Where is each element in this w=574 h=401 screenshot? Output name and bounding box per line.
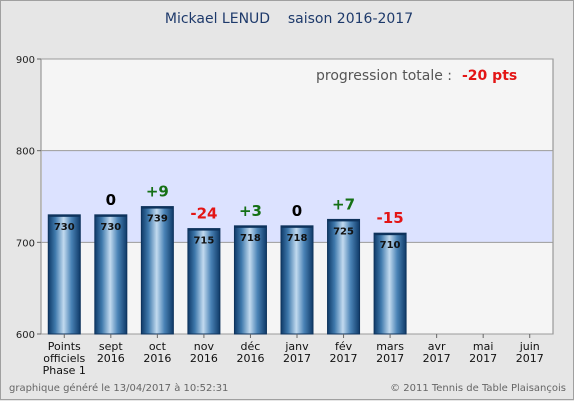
bar-top-edge xyxy=(187,228,220,231)
x-tick-label: 2017 xyxy=(330,352,358,365)
bar-delta-label: +7 xyxy=(332,195,355,213)
x-tick-label: 2017 xyxy=(516,352,544,365)
x-tick-label: janv xyxy=(284,340,309,353)
summary-label: progression totale : xyxy=(316,68,452,84)
y-tick-label: 600 xyxy=(16,330,35,341)
x-tick-label: 2016 xyxy=(143,352,171,365)
bar xyxy=(327,218,361,335)
chart-title: Mickael LENUD saison 2016-2017 xyxy=(165,11,413,27)
bar-top-edge xyxy=(234,225,267,228)
footer-timestamp: graphique généré le 13/04/2017 à 10:52:3… xyxy=(9,382,228,394)
x-tick-label: 2017 xyxy=(283,352,311,365)
bar xyxy=(233,225,267,335)
bar-value-label: 710 xyxy=(380,240,401,251)
x-tick-label: Points xyxy=(48,340,81,353)
y-axis-ticks: 600 700 800 900 xyxy=(16,55,41,341)
bar-delta-label: +9 xyxy=(146,183,169,201)
bar-value-label: 725 xyxy=(333,226,354,237)
x-tick-label: mars xyxy=(376,340,404,353)
bar-value-label: 730 xyxy=(54,222,75,233)
summary-value: -20 pts xyxy=(462,68,517,84)
x-tick-label: fév xyxy=(335,340,353,353)
x-tick-label: 2016 xyxy=(97,352,125,365)
x-tick-label: mai xyxy=(473,340,494,353)
bar-top-edge xyxy=(141,206,174,209)
x-tick-label: officiels xyxy=(43,352,85,365)
x-tick-label: 2017 xyxy=(376,352,404,365)
x-tick-label: 2016 xyxy=(236,352,264,365)
bar-top-edge xyxy=(374,233,407,236)
x-tick-label: nov xyxy=(194,340,215,353)
bar-top-edge xyxy=(327,219,360,222)
bar-value-label: 730 xyxy=(100,222,121,233)
x-tick-label: sept xyxy=(99,340,123,353)
bars: 730 730 0 739 +9 715 -24 718 +3 718 0 725 +7 710 -15 xyxy=(47,183,407,335)
bar-value-label: 718 xyxy=(287,233,308,244)
bar-top-edge xyxy=(94,214,127,217)
bar-delta-label: 0 xyxy=(106,191,116,209)
bar-delta-label: -24 xyxy=(190,205,217,223)
bar-delta-label: 0 xyxy=(292,202,302,220)
x-tick-label: juin xyxy=(519,340,540,353)
footer-copyright: © 2011 Tennis de Table Plaisançois xyxy=(390,383,566,394)
x-tick-label: avr xyxy=(428,340,446,353)
y-tick-label: 800 xyxy=(16,147,35,158)
bar xyxy=(140,206,174,335)
bar-delta-label: +3 xyxy=(239,202,262,220)
bar-top-edge xyxy=(281,225,313,228)
bar-top-edge xyxy=(48,214,81,217)
x-tick-label: 2017 xyxy=(423,352,451,365)
x-tick-label: 2017 xyxy=(469,352,497,365)
x-tick-label: 2016 xyxy=(190,352,218,365)
bar-value-label: 739 xyxy=(147,214,168,225)
x-tick-label: Phase 1 xyxy=(43,364,86,377)
x-tick-label: déc xyxy=(241,340,261,353)
y-tick-label: 900 xyxy=(16,55,35,66)
y-tick-label: 700 xyxy=(16,238,35,249)
bar-value-label: 715 xyxy=(193,236,214,247)
x-tick-label: oct xyxy=(149,340,167,353)
bar xyxy=(373,232,407,335)
bar-delta-label: -15 xyxy=(377,209,404,227)
bar xyxy=(47,214,81,335)
bar-value-label: 718 xyxy=(240,233,261,244)
